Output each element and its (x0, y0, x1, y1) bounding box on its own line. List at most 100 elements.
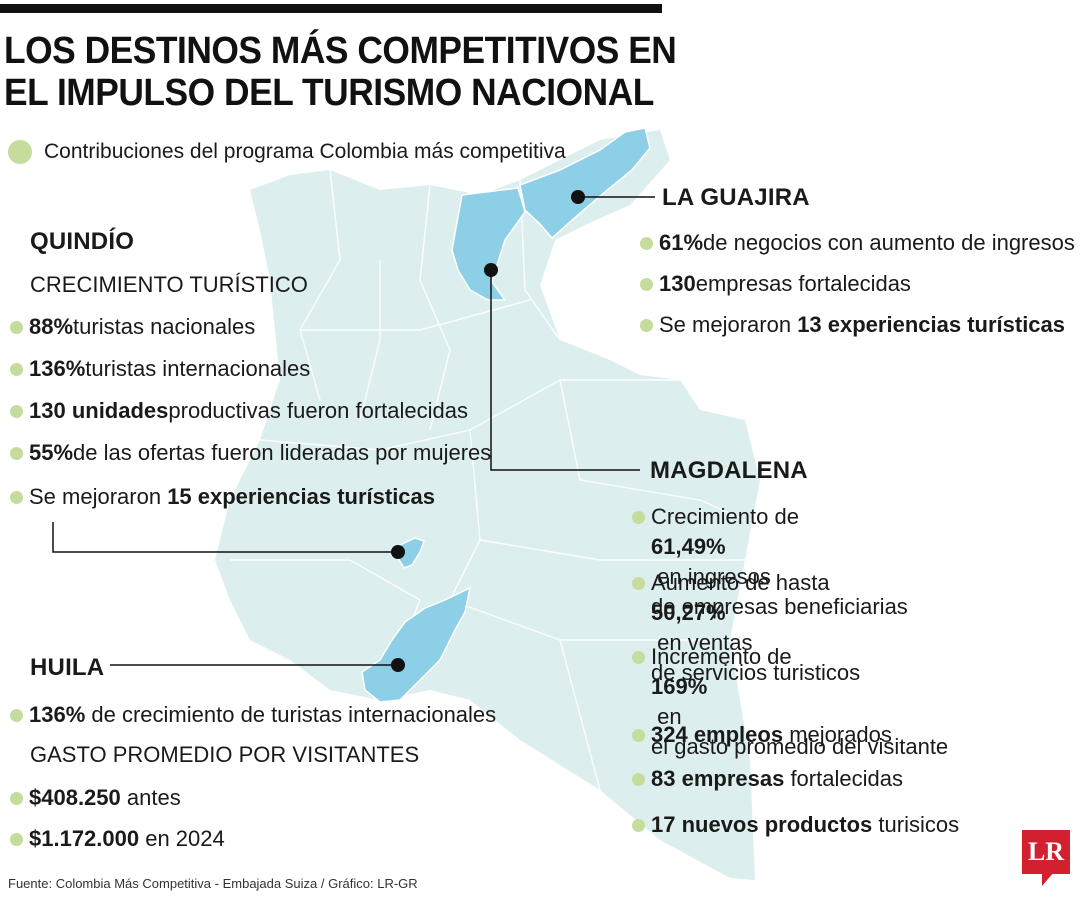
magdalena-region (451, 187, 526, 301)
item-text: antes (120, 785, 181, 810)
huila-subtitle: GASTO PROMEDIO POR VISITANTES (30, 742, 419, 768)
page-title: LOS DESTINOS MÁS COMPETITIVOS EN EL IMPU… (4, 30, 677, 114)
quindio-region (397, 537, 425, 569)
item-text: de crecimiento de turistas internacional… (85, 702, 497, 727)
item-value: 324 empleos (651, 722, 784, 747)
lr-logo-tail (1042, 872, 1054, 886)
huila-subtitle-text: GASTO PROMEDIO POR VISITANTES (30, 742, 420, 767)
item-text: de negocios con aumento de ingresos (703, 230, 1075, 255)
magdalena-item: 83 empresas fortalecidas (632, 766, 903, 792)
guajira-marker (571, 190, 585, 204)
item-prefix: Incremento de (651, 644, 798, 669)
item-value: 15 experiencias turísticas (167, 484, 436, 509)
item-text: turistas internacionales (85, 356, 311, 381)
bullet-dot (10, 490, 23, 504)
title-line-2: EL IMPULSO DEL TURISMO NACIONAL (4, 72, 654, 114)
bullet-dot (10, 362, 23, 376)
magdalena-item: Incremento de 169% en el gasto promedio d… (632, 642, 948, 762)
bullet-dot (640, 277, 653, 291)
item-text: en ventas (651, 630, 753, 655)
huila-marker (391, 658, 405, 672)
item-value: $1.172.000 (29, 826, 140, 851)
item-text: turisicos (872, 812, 960, 837)
item-text: de las ofertas fueron lideradas por muje… (73, 440, 492, 465)
quindio-marker (391, 545, 405, 559)
bullet-dot (10, 708, 23, 722)
quindio-subtitle-text: CRECIMIENTO TURÍSTICO (30, 272, 308, 297)
guajira-item: 61% de negocios con aumento de ingresos (640, 230, 1075, 256)
quindio-subtitle: CRECIMIENTO TURÍSTICO (30, 272, 308, 298)
item-value: 50,27% (651, 600, 726, 625)
item-value: 61% (659, 230, 704, 255)
la-guajira-region (519, 127, 651, 240)
bullet-dot (632, 818, 645, 832)
legend: Contribuciones del programa Colombia más… (8, 140, 566, 164)
item-prefix: Se mejoraron (659, 312, 798, 337)
huila-spend-item: $408.250 antes (10, 785, 181, 811)
quindio-item: 136% turistas internacionales (10, 356, 310, 382)
item-prefix: Crecimiento de (651, 504, 806, 529)
item-value: 130 unidades (29, 398, 169, 423)
bullet-dot (632, 728, 645, 742)
item-value: 17 nuevos productos (651, 812, 873, 837)
item-text: en 2024 (139, 826, 225, 851)
bullet-dot (10, 791, 23, 805)
colombia-silhouette (215, 130, 760, 880)
magdalena-marker (484, 263, 498, 277)
marker-dots (391, 190, 585, 672)
guajira-item: Se mejoraron 13 experiencias turísticas (640, 312, 1065, 338)
item-prefix: Aumento de hasta (651, 570, 836, 595)
item-text: turistas nacionales (73, 314, 256, 339)
item-value: $408.250 (29, 785, 121, 810)
legend-dot (8, 140, 32, 164)
huila-title: HUILA (30, 654, 105, 681)
quindio-title: QUINDÍO (30, 228, 135, 255)
legend-label: Contribuciones del programa Colombia más… (44, 140, 566, 163)
item-value: 61,49% (651, 534, 726, 559)
quindio-item: 88% turistas nacionales (10, 314, 255, 340)
magdalena-title: MAGDALENA (650, 457, 808, 484)
huila-spend-item: $1.172.000 en 2024 (10, 826, 225, 852)
source-note: Fuente: Colombia Más Competitiva - Embaj… (8, 876, 418, 891)
lr-logo: LR (1022, 830, 1070, 874)
bullet-dot (10, 446, 23, 460)
magdalena-item: 17 nuevos productos turisicos (632, 812, 959, 838)
huila-item: 136% de crecimiento de turistas internac… (10, 702, 496, 728)
bullet-dot (640, 318, 653, 332)
item-text: mejorados (783, 722, 892, 747)
item-value: 130 (659, 271, 696, 296)
magdalena-item: Crecimiento de 61,49% en ingresos de empr… (632, 502, 908, 622)
item-value: 136% (29, 702, 86, 727)
magdalena-item: 324 empleos mejorados (632, 722, 892, 748)
item-value: 83 empresas (651, 766, 785, 791)
guajira-item: 130 empresas fortalecidas (640, 271, 911, 297)
item-text-line2: de servicios turisticos (651, 660, 861, 685)
quindio-item: Se mejoraron 15 experiencias turísticas (10, 484, 435, 510)
item-value: 136% (29, 356, 86, 381)
guajira-title: LA GUAJIRA (662, 184, 810, 211)
item-value: 13 experiencias turísticas (797, 312, 1066, 337)
item-text: empresas fortalecidas (695, 271, 911, 296)
item-text: productivas fueron fortalecidas (168, 398, 469, 423)
item-text: fortalecidas (784, 766, 903, 791)
quindio-item: 55% de las ofertas fueron lideradas por … (10, 440, 491, 466)
bullet-dot (632, 577, 645, 590)
quindio-item: 130 unidades productivas fueron fortalec… (10, 398, 468, 424)
item-text-line2: de empresas beneficiarias (651, 594, 908, 619)
item-text: en ingresos (651, 564, 771, 589)
item-value: 169% (651, 674, 708, 699)
item-text: en (651, 704, 682, 729)
title-line-1: LOS DESTINOS MÁS COMPETITIVOS EN (4, 30, 677, 72)
magdalena-item: Aumento de hasta 50,27% en ventas de serv… (632, 568, 860, 688)
bullet-dot (632, 511, 645, 524)
bullet-dot (10, 320, 23, 334)
bullet-dot (10, 832, 23, 846)
huila-region (361, 586, 472, 703)
bullet-dot (10, 404, 23, 418)
bullet-dot (640, 236, 653, 250)
bullet-dot (632, 772, 645, 786)
item-value: 88% (29, 314, 74, 339)
item-value: 55% (29, 440, 74, 465)
bullet-dot (632, 651, 645, 664)
